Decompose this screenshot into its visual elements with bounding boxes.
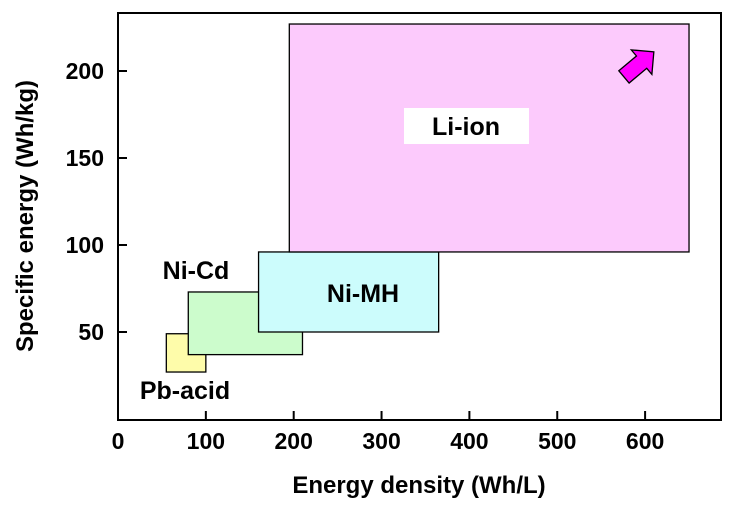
- y-tick-label: 100: [66, 232, 104, 258]
- trend-arrow-shape: [617, 49, 655, 84]
- y-tick-label: 200: [66, 58, 104, 84]
- y-tick-label: 150: [66, 145, 104, 171]
- x-tick-label: 600: [626, 428, 664, 454]
- x-tick-label: 500: [538, 428, 576, 454]
- x-tick-label: 300: [362, 428, 400, 454]
- regions: Pb-acid Ni-Cd Ni-MH Li-ion: [140, 23, 690, 405]
- region-label-li-ion: Li-ion: [432, 113, 500, 141]
- y-axis-title: Specific energy (Wh/kg): [12, 80, 39, 352]
- x-tick-label: 400: [450, 428, 488, 454]
- trend-arrow-icon: [617, 49, 655, 84]
- y-tick-label: 50: [78, 319, 104, 345]
- x-tick-label: 100: [187, 428, 225, 454]
- y-ticks: 50 100 150 200: [66, 58, 127, 345]
- region-label-ni-mh: Ni-MH: [327, 280, 399, 308]
- x-tick-label: 200: [275, 428, 313, 454]
- x-axis-title: Energy density (Wh/L): [292, 472, 545, 499]
- region-label-pb-acid: Pb-acid: [140, 377, 230, 405]
- plot-frame: [117, 12, 722, 421]
- region-label-bg-li-ion: [404, 108, 529, 144]
- region-label-ni-cd: Ni-Cd: [163, 257, 230, 285]
- x-tick-label: 0: [112, 428, 125, 454]
- x-ticks: 0 100 200 300 400 500 600: [112, 411, 664, 454]
